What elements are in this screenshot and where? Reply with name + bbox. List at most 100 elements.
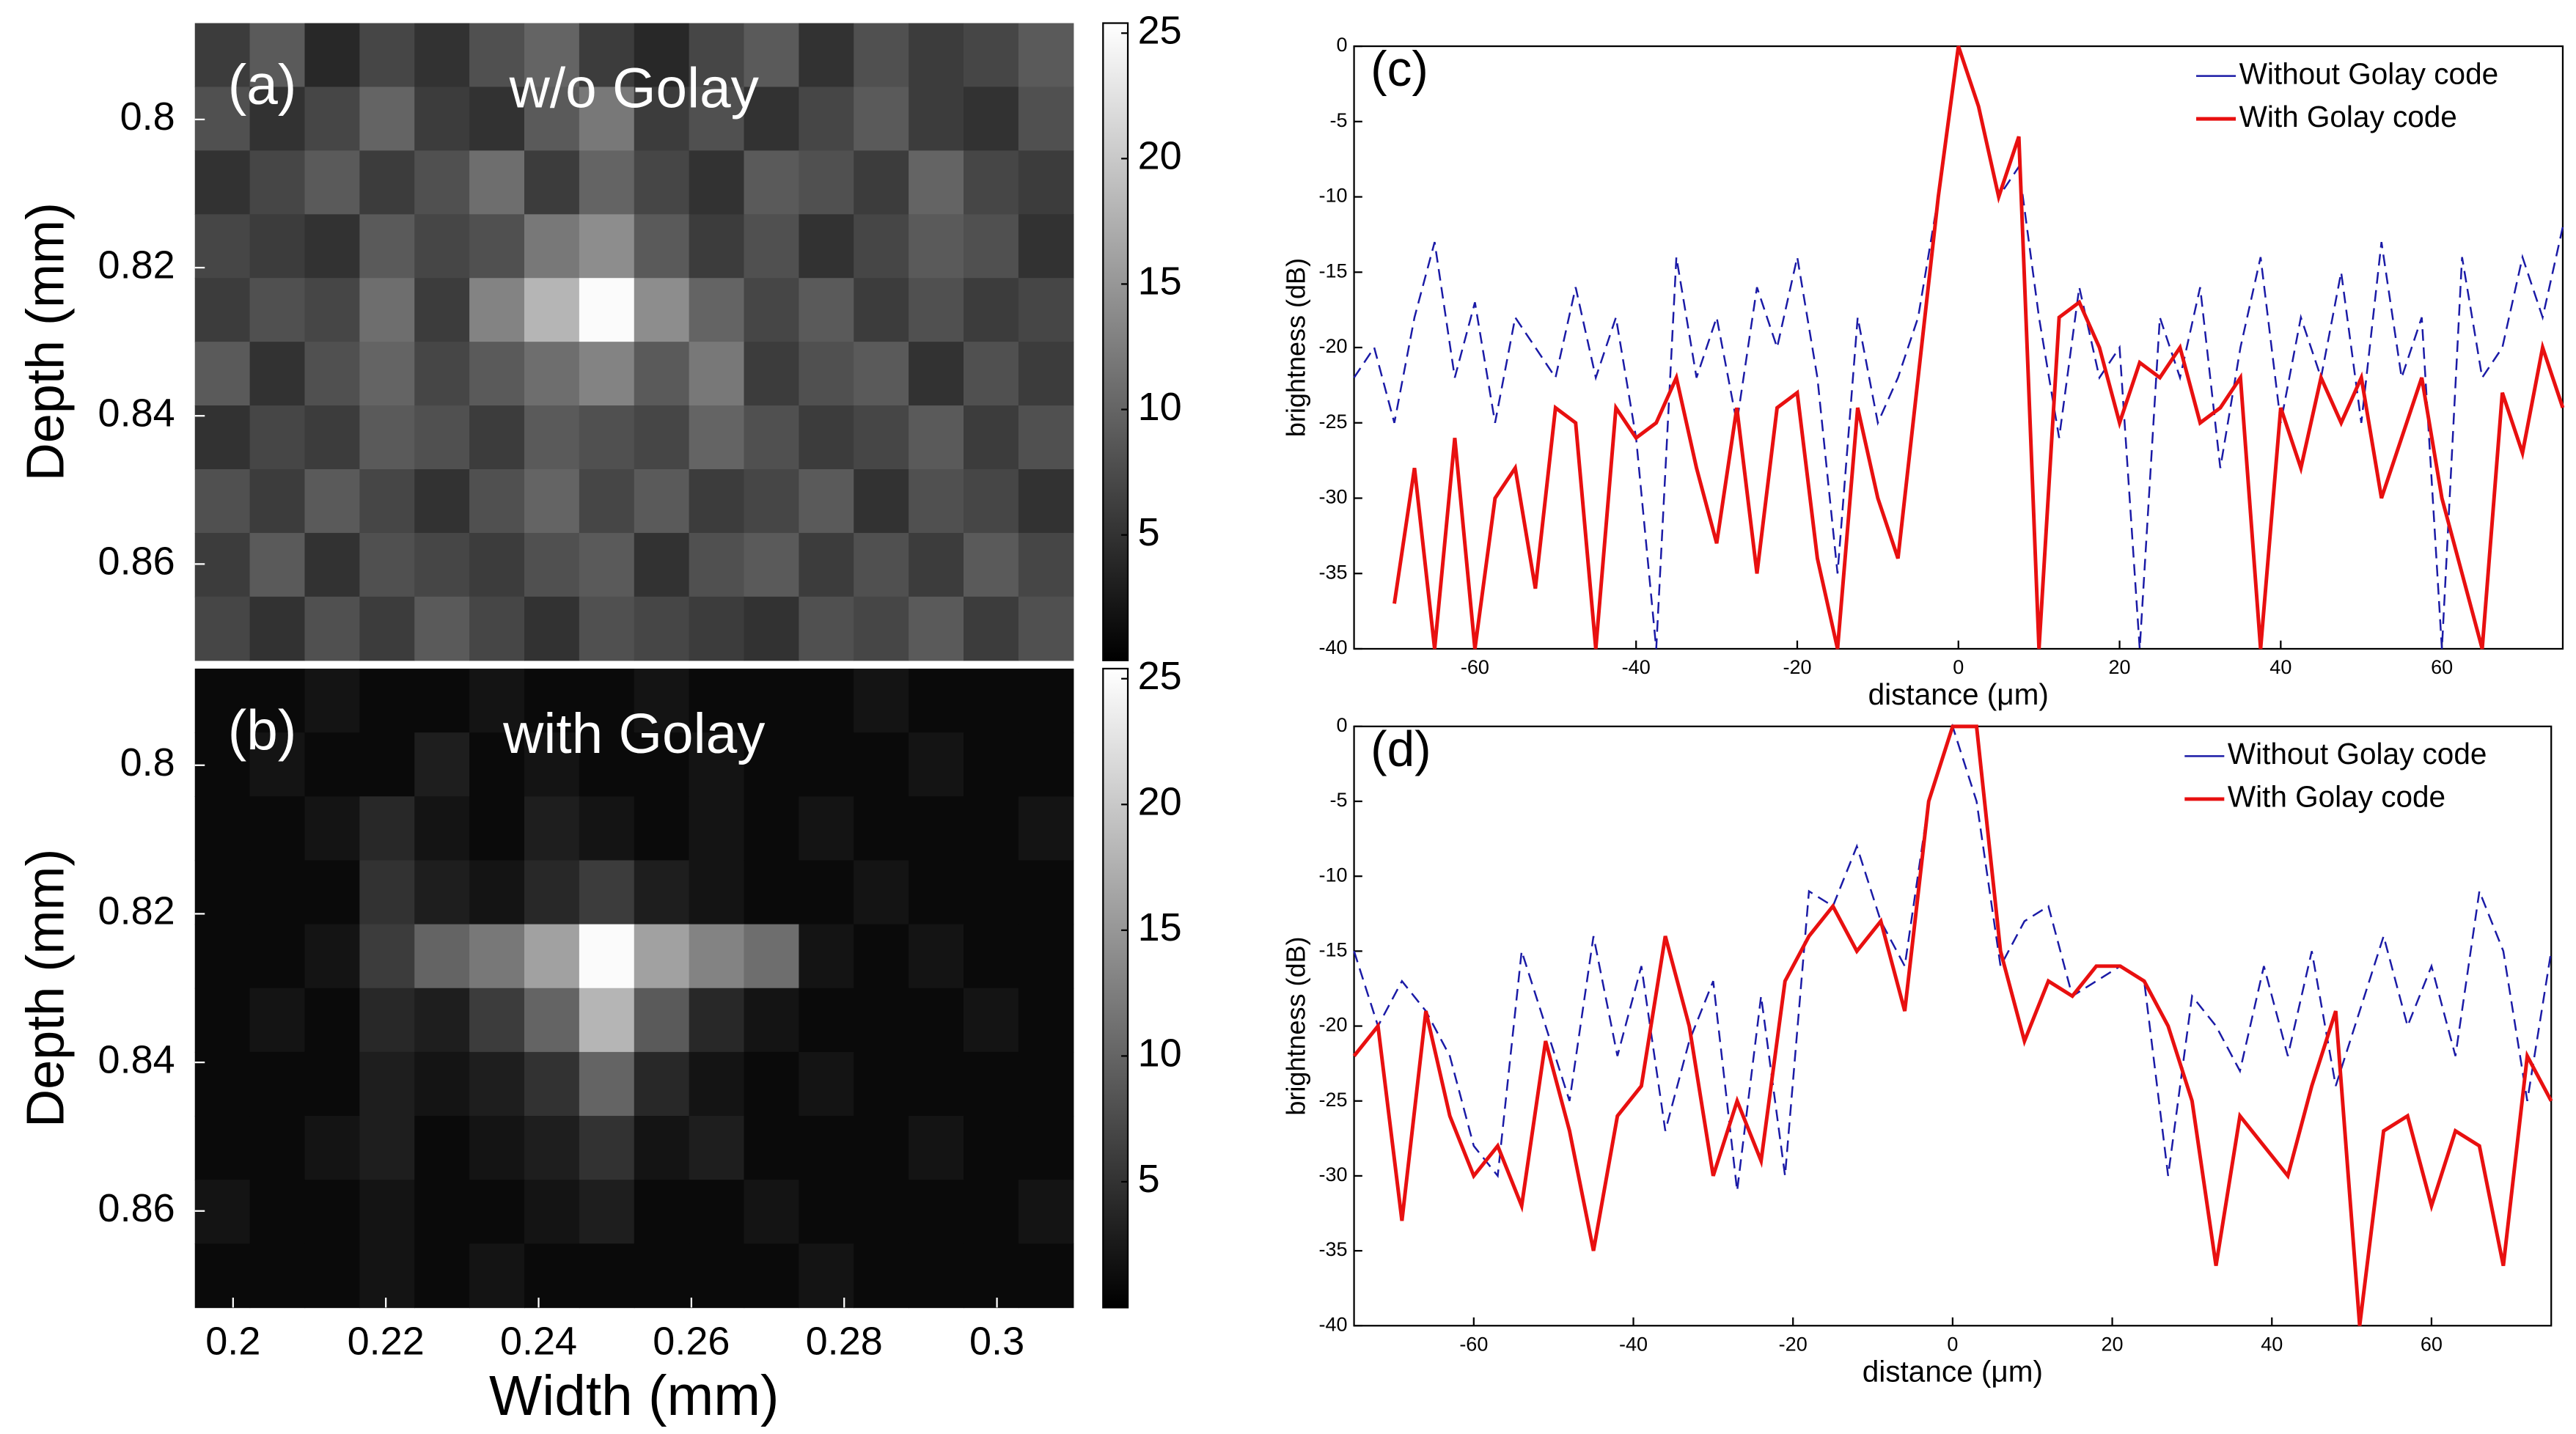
heatmap-cell xyxy=(359,860,415,925)
heatmap-cell xyxy=(799,23,854,88)
heatmap-cell xyxy=(1018,150,1074,215)
heatmap-cell xyxy=(524,669,580,733)
heatmap-cell xyxy=(1018,405,1074,470)
heatmap-cell xyxy=(469,23,525,88)
heatmap-cell xyxy=(634,924,690,989)
heatmap-cell xyxy=(304,988,361,1053)
panel-label: (d) xyxy=(1370,722,1431,777)
heatmap-cell xyxy=(249,796,306,861)
heatmap-cell xyxy=(854,1116,909,1180)
colorbar-tick-label: 5 xyxy=(1138,1157,1160,1201)
heatmap-cell xyxy=(524,796,580,861)
x-tick-label: -20 xyxy=(1783,656,1811,678)
colorbar xyxy=(1102,22,1129,661)
x-tick-label: -60 xyxy=(1459,1333,1488,1355)
heatmap-cell xyxy=(579,468,635,534)
heatmap-cell xyxy=(414,87,470,152)
heatmap-cell xyxy=(689,23,745,88)
y-tick-label: 0.86 xyxy=(98,1186,175,1230)
heatmap-cell xyxy=(909,87,964,152)
y-tick-label: 0.84 xyxy=(98,391,175,435)
x-tick-label: 0.22 xyxy=(348,1319,425,1363)
heatmap-cell xyxy=(579,669,635,733)
heatmap-cell xyxy=(689,342,745,406)
heatmap-cell xyxy=(469,278,525,342)
heatmap-cell xyxy=(469,796,525,861)
heatmap-cell xyxy=(744,988,800,1053)
panel-label: (c) xyxy=(1370,42,1428,97)
heatmap-cell xyxy=(359,669,415,733)
heatmap-cell xyxy=(744,405,800,470)
y-tick-label: 0 xyxy=(1337,714,1348,736)
heatmap-cell xyxy=(524,532,580,598)
heatmap-cell xyxy=(854,23,909,88)
heatmap-cell xyxy=(249,468,306,534)
heatmap-cell xyxy=(469,669,525,733)
heatmap-cell xyxy=(249,732,306,797)
heatmap-cell xyxy=(469,87,525,152)
heatmap-cell xyxy=(854,405,909,470)
heatmap-cell xyxy=(909,1180,964,1245)
heatmap-cell xyxy=(304,924,361,989)
heatmap-cell xyxy=(799,732,854,797)
heatmap-cell xyxy=(359,1180,415,1245)
heatmap-cell xyxy=(964,732,1019,797)
heatmap-cell xyxy=(634,596,690,661)
heatmap-cell xyxy=(689,596,745,661)
heatmap-cell xyxy=(194,860,251,925)
heatmap-cell xyxy=(634,796,690,861)
heatmap-cell xyxy=(964,596,1019,661)
heatmap-cell xyxy=(1018,532,1074,598)
heatmap-cell xyxy=(854,87,909,152)
heatmap-cell xyxy=(414,405,470,470)
x-tick-label: -40 xyxy=(1622,656,1651,678)
heatmap-cell xyxy=(854,924,909,989)
heatmap-cell xyxy=(469,1051,525,1117)
legend-label: With Golay code xyxy=(2228,780,2445,814)
colorbar xyxy=(1102,667,1129,1309)
heatmap-cell xyxy=(744,150,800,215)
heatmap-cell xyxy=(359,342,415,406)
heatmap-cell xyxy=(469,214,525,279)
heatmap-cell xyxy=(359,87,415,152)
heatmap-cell xyxy=(249,87,306,152)
heatmap-cell xyxy=(249,150,306,215)
heatmap-cell xyxy=(634,669,690,733)
heatmap-cell xyxy=(799,1051,854,1117)
heatmap-cell xyxy=(579,1180,635,1245)
heatmap-cell xyxy=(744,1051,800,1117)
heatmap-cell xyxy=(469,150,525,215)
heatmap-cell xyxy=(909,924,964,989)
heatmap-cell xyxy=(359,732,415,797)
heatmap-cell xyxy=(744,796,800,861)
heatmap-cell xyxy=(249,596,306,661)
heatmap-cell xyxy=(1018,1243,1074,1309)
heatmap-cell xyxy=(909,23,964,88)
x-axis-label: Width (mm) xyxy=(489,1365,779,1427)
heatmap-cell xyxy=(469,405,525,470)
heatmap-cell xyxy=(194,278,251,342)
heatmap-cell xyxy=(414,23,470,88)
heatmap-cell xyxy=(1018,278,1074,342)
heatmap-cell xyxy=(634,23,690,88)
heatmap-cell xyxy=(689,1243,745,1309)
heatmap-cell xyxy=(194,1243,251,1309)
heatmap-cell xyxy=(799,669,854,733)
heatmap-cell xyxy=(1018,1116,1074,1180)
x-tick-label: 60 xyxy=(2431,656,2453,678)
heatmap-cell xyxy=(854,214,909,279)
heatmap-cell xyxy=(744,669,800,733)
heatmap-cell xyxy=(799,1180,854,1245)
heatmap-cell xyxy=(579,732,635,797)
heatmap-cell xyxy=(964,87,1019,152)
colorbar-tick-label: 5 xyxy=(1138,510,1160,554)
heatmap-cell xyxy=(249,988,306,1053)
heatmap-cell xyxy=(359,1116,415,1180)
heatmap-cell xyxy=(524,87,580,152)
heatmap-cell xyxy=(634,1243,690,1309)
heatmap-cell xyxy=(964,796,1019,861)
heatmap-cell xyxy=(1018,1051,1074,1117)
y-tick-label: 0.82 xyxy=(98,243,175,287)
heatmap-cell xyxy=(854,1243,909,1309)
